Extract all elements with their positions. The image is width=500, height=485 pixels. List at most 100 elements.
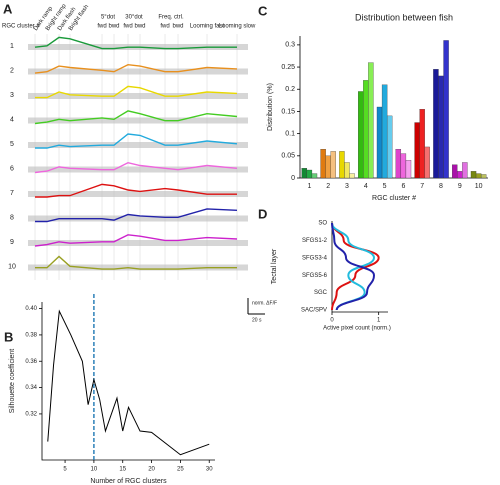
y-axis-label: Tectal layer — [271, 248, 278, 284]
bar — [475, 173, 482, 179]
bar — [414, 122, 420, 179]
trace-band — [28, 240, 248, 246]
stimulus-group: 30°dot — [125, 15, 143, 21]
bar — [349, 173, 355, 179]
y-tick-label: 0.34 — [25, 385, 37, 391]
trace-band — [28, 191, 248, 197]
layer-label: SFGS3-4 — [302, 255, 328, 261]
bar — [452, 164, 458, 179]
chart-title: Distribution between fish — [355, 12, 453, 22]
x-tick-label: 30 — [206, 467, 213, 473]
cluster-label: 3 — [10, 92, 14, 99]
panel-letter: B — [4, 329, 13, 344]
cluster-trace — [35, 133, 238, 149]
panel-letter: D — [258, 206, 267, 221]
bar — [424, 146, 430, 179]
x-axis-label: Active pixel count (norm.) — [323, 326, 391, 332]
bar — [376, 106, 383, 179]
x-tick-label: 9 — [458, 183, 462, 190]
y-tick-label: 0.38 — [25, 332, 37, 338]
x-tick-label: 0 — [330, 318, 334, 324]
x-tick-label: 10 — [91, 467, 98, 473]
stimulus-label: fwd — [97, 24, 106, 30]
trace-band — [28, 142, 248, 148]
silhouette-line — [47, 309, 210, 456]
cluster-trace — [34, 36, 237, 50]
cluster-label: 10 — [8, 263, 16, 270]
cluster-trace — [34, 63, 238, 74]
x-tick-label: 3 — [345, 183, 349, 190]
bar — [344, 162, 350, 179]
cluster-trace — [35, 255, 237, 270]
stimulus-label: bwd — [134, 24, 145, 30]
bar — [395, 149, 402, 179]
panel-letter: C — [258, 3, 268, 18]
stimulus-label: Looming slow — [219, 24, 256, 30]
bar — [381, 84, 388, 179]
y-axis-label: Distribution (%) — [267, 83, 274, 131]
y-axis-label: RGC cluster # — [2, 24, 40, 30]
x-tick-label: 4 — [364, 183, 368, 190]
cluster-label: 4 — [10, 116, 14, 123]
y-tick-label: 0.40 — [25, 306, 37, 312]
layer-label: SAC/SPV — [301, 308, 327, 314]
bar — [443, 40, 449, 179]
stimulus-label: fwd — [123, 24, 132, 30]
cluster-label: 2 — [10, 67, 14, 74]
x-tick-label: 7 — [420, 183, 424, 190]
bar — [433, 69, 439, 179]
trace-band — [28, 166, 248, 173]
x-tick-label: 6 — [401, 183, 405, 190]
cluster-label: 5 — [10, 141, 14, 148]
bar — [368, 62, 374, 179]
bar — [405, 160, 412, 179]
cluster-trace — [35, 183, 237, 198]
cluster-label: 7 — [10, 190, 14, 197]
cluster-label: 6 — [10, 165, 14, 172]
panel-letter: A — [3, 1, 13, 16]
y-tick-label: 0.15 — [281, 108, 295, 115]
scale-label: 20 s — [252, 317, 262, 323]
cluster-trace — [34, 234, 238, 247]
y-tick-label: 0.25 — [281, 64, 295, 71]
y-tick-label: 0.1 — [285, 130, 295, 137]
x-axis-label: Number of RGC clusters — [90, 478, 167, 485]
bar — [320, 149, 326, 179]
y-tick-label: 0 — [291, 175, 295, 182]
cluster-label: 9 — [10, 239, 14, 246]
y-tick-label: 0.05 — [281, 153, 295, 160]
y-tick-label: 0.32 — [25, 411, 37, 417]
trace-band — [28, 264, 248, 271]
stimulus-label: bwd — [108, 24, 119, 30]
x-axis-label: RGC cluster # — [372, 195, 416, 202]
bar — [457, 171, 463, 179]
cluster-trace — [35, 208, 238, 223]
stimulus-label: bwd — [172, 24, 183, 30]
layer-label: SFGS1-2 — [302, 238, 328, 244]
bar — [325, 155, 331, 179]
trace-band — [28, 68, 248, 75]
bar — [462, 162, 468, 179]
bar — [470, 171, 477, 179]
x-tick-label: 1 — [377, 318, 381, 324]
axis — [41, 302, 215, 461]
bar — [301, 168, 308, 179]
bar — [400, 153, 407, 179]
bar — [419, 109, 425, 179]
bar — [306, 169, 313, 179]
x-tick-label: 8 — [439, 183, 443, 190]
cluster-trace — [35, 85, 238, 99]
x-tick-label: 10 — [475, 183, 483, 190]
cluster-label: 8 — [10, 214, 14, 221]
bar — [311, 173, 318, 179]
x-tick-label: 20 — [148, 467, 155, 473]
x-tick-label: 5 — [63, 467, 67, 473]
y-tick-label: 0.2 — [285, 86, 295, 93]
trace-band — [28, 117, 248, 124]
layer-label: SO — [318, 221, 327, 227]
bar — [330, 151, 336, 179]
bar — [339, 151, 345, 179]
y-axis-label: Silhouette coefficient — [9, 349, 16, 414]
x-tick-label: 15 — [119, 467, 126, 473]
